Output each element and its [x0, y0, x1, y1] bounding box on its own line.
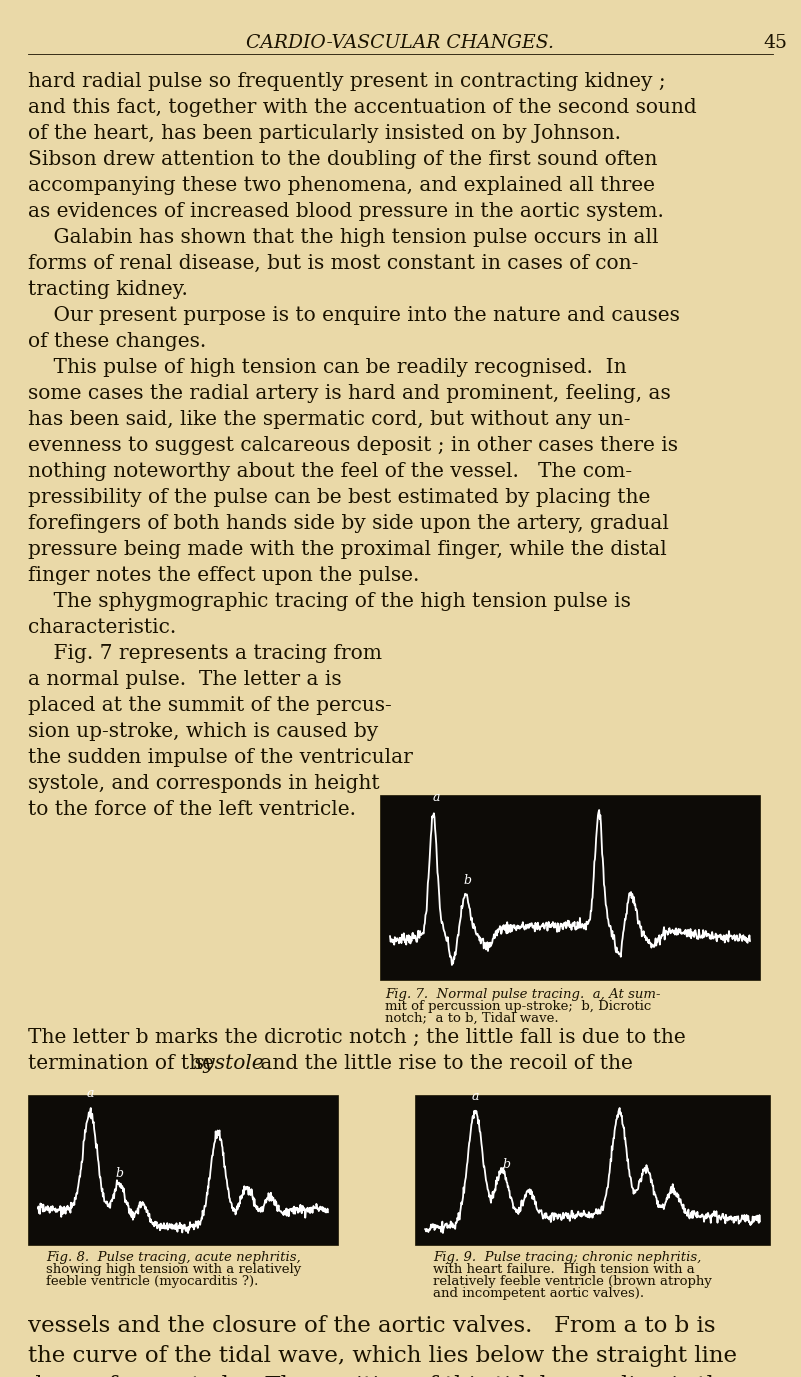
- Text: the sudden impulse of the ventricular: the sudden impulse of the ventricular: [28, 748, 413, 767]
- Text: and this fact, together with the accentuation of the second sound: and this fact, together with the accentu…: [28, 98, 697, 117]
- Text: of the heart, has been particularly insisted on by Johnson.: of the heart, has been particularly insi…: [28, 124, 621, 143]
- Text: mit of percussion up-stroke;  b, Dicrotic: mit of percussion up-stroke; b, Dicrotic: [385, 1000, 651, 1013]
- Text: to the force of the left ventricle.: to the force of the left ventricle.: [28, 800, 356, 819]
- Text: drawn from a to b.   The position of this tidal wave line is the: drawn from a to b. The position of this …: [28, 1376, 735, 1377]
- Text: with heart failure.  High tension with a: with heart failure. High tension with a: [433, 1263, 694, 1276]
- Text: Fig. 7.  Normal pulse tracing.  a, At sum-: Fig. 7. Normal pulse tracing. a, At sum-: [385, 989, 661, 1001]
- Text: characteristic.: characteristic.: [28, 618, 176, 638]
- Text: This pulse of high tension can be readily recognised.  In: This pulse of high tension can be readil…: [28, 358, 626, 377]
- Text: placed at the summit of the percus-: placed at the summit of the percus-: [28, 695, 392, 715]
- Text: nothing noteworthy about the feel of the vessel.   The com-: nothing noteworthy about the feel of the…: [28, 463, 632, 481]
- Text: a: a: [432, 792, 440, 804]
- Text: b: b: [502, 1158, 510, 1170]
- Text: accompanying these two phenomena, and explained all three: accompanying these two phenomena, and ex…: [28, 176, 655, 196]
- Text: The sphygmographic tracing of the high tension pulse is: The sphygmographic tracing of the high t…: [28, 592, 631, 611]
- Text: 45: 45: [763, 34, 787, 52]
- Text: vessels and the closure of the aortic valves.   From a to b is: vessels and the closure of the aortic va…: [28, 1315, 715, 1337]
- Text: of these changes.: of these changes.: [28, 332, 206, 351]
- Text: forms of renal disease, but is most constant in cases of con-: forms of renal disease, but is most cons…: [28, 253, 638, 273]
- Text: termination of the: termination of the: [28, 1053, 220, 1073]
- Text: hard radial pulse so frequently present in contracting kidney ;: hard radial pulse so frequently present …: [28, 72, 666, 91]
- Text: pressure being made with the proximal finger, while the distal: pressure being made with the proximal fi…: [28, 540, 666, 559]
- Text: b: b: [463, 874, 471, 887]
- Text: Sibson drew attention to the doubling of the first sound often: Sibson drew attention to the doubling of…: [28, 150, 658, 169]
- Text: has been said, like the spermatic cord, but without any un-: has been said, like the spermatic cord, …: [28, 410, 630, 430]
- Bar: [28, 1095, 338, 1245]
- Text: feeble ventricle (myocarditis ?).: feeble ventricle (myocarditis ?).: [46, 1275, 259, 1287]
- Text: pressibility of the pulse can be best estimated by placing the: pressibility of the pulse can be best es…: [28, 487, 650, 507]
- Text: forefingers of both hands side by side upon the artery, gradual: forefingers of both hands side by side u…: [28, 514, 669, 533]
- Text: b: b: [116, 1166, 124, 1180]
- Text: relatively feeble ventricle (brown atrophy: relatively feeble ventricle (brown atrop…: [433, 1275, 712, 1287]
- Text: finger notes the effect upon the pulse.: finger notes the effect upon the pulse.: [28, 566, 420, 585]
- Text: a normal pulse.  The letter a is: a normal pulse. The letter a is: [28, 671, 341, 688]
- Text: Fig. 9.  Pulse tracing; chronic nephritis,: Fig. 9. Pulse tracing; chronic nephritis…: [433, 1250, 702, 1264]
- Text: a: a: [472, 1089, 479, 1103]
- Text: some cases the radial artery is hard and prominent, feeling, as: some cases the radial artery is hard and…: [28, 384, 670, 403]
- Text: evenness to suggest calcareous deposit ; in other cases there is: evenness to suggest calcareous deposit ;…: [28, 437, 678, 454]
- Text: as evidences of increased blood pressure in the aortic system.: as evidences of increased blood pressure…: [28, 202, 664, 220]
- Text: notch;  a to b, Tidal wave.: notch; a to b, Tidal wave.: [385, 1012, 558, 1024]
- Text: tracting kidney.: tracting kidney.: [28, 280, 188, 299]
- Text: CARDIO-VASCULAR CHANGES.: CARDIO-VASCULAR CHANGES.: [246, 34, 554, 52]
- Text: The letter b marks the dicrotic notch ; the little fall is due to the: The letter b marks the dicrotic notch ; …: [28, 1029, 686, 1047]
- Text: and the little rise to the recoil of the: and the little rise to the recoil of the: [254, 1053, 633, 1073]
- Text: and incompetent aortic valves).: and incompetent aortic valves).: [433, 1287, 644, 1300]
- Text: Fig. 8.  Pulse tracing, acute nephritis,: Fig. 8. Pulse tracing, acute nephritis,: [46, 1250, 300, 1264]
- Text: the curve of the tidal wave, which lies below the straight line: the curve of the tidal wave, which lies …: [28, 1345, 737, 1367]
- Text: systole, and corresponds in height: systole, and corresponds in height: [28, 774, 380, 793]
- Text: a: a: [87, 1086, 95, 1100]
- Text: Fig. 7 represents a tracing from: Fig. 7 represents a tracing from: [28, 644, 382, 662]
- Bar: [380, 795, 760, 980]
- Text: sion up-stroke, which is caused by: sion up-stroke, which is caused by: [28, 722, 378, 741]
- Text: Galabin has shown that the high tension pulse occurs in all: Galabin has shown that the high tension …: [28, 229, 658, 246]
- Text: systole: systole: [193, 1053, 264, 1073]
- Text: showing high tension with a relatively: showing high tension with a relatively: [46, 1263, 301, 1276]
- Bar: [415, 1095, 770, 1245]
- Text: Our present purpose is to enquire into the nature and causes: Our present purpose is to enquire into t…: [28, 306, 680, 325]
